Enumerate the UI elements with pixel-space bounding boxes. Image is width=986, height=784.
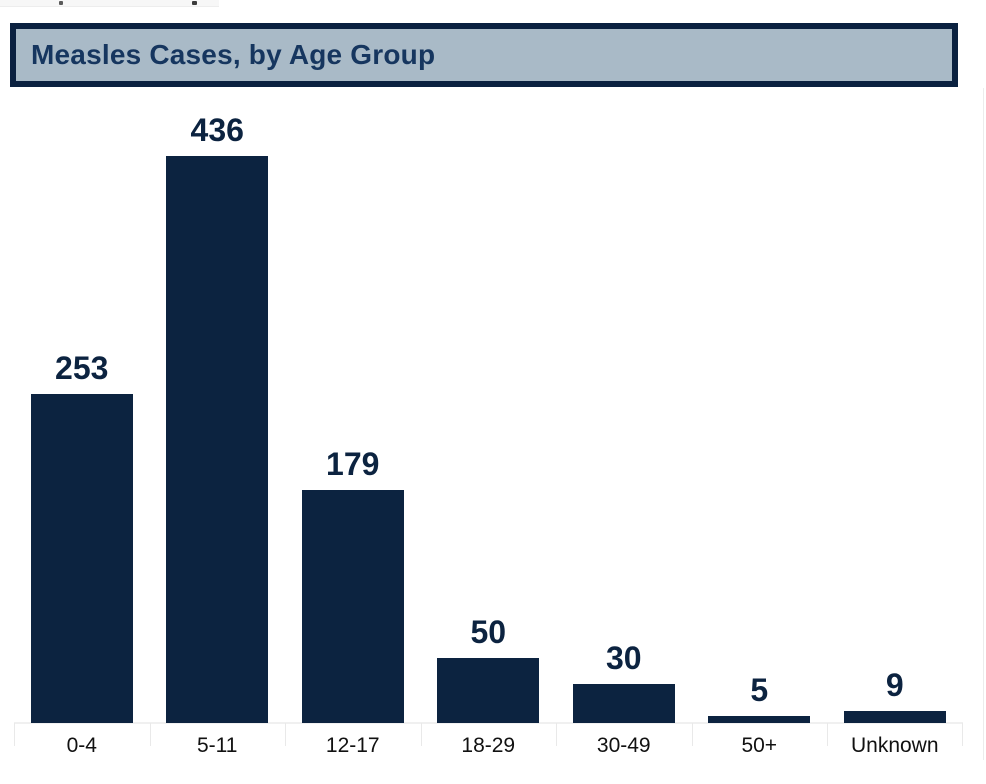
axis-tick bbox=[149, 723, 151, 746]
x-axis-label: 5-11 bbox=[197, 734, 238, 757]
panel-right-border bbox=[983, 88, 984, 760]
x-axis-label: 0-4 bbox=[66, 734, 97, 757]
bar-value-label: 30 bbox=[605, 640, 642, 676]
chart-title: Measles Cases, by Age Group bbox=[31, 39, 436, 70]
bar-column: 9 Unknown bbox=[827, 88, 963, 757]
bar-value-label: 179 bbox=[326, 446, 380, 482]
axis-tick bbox=[14, 723, 15, 746]
bar-value-label: 9 bbox=[885, 667, 904, 703]
cropped-toolbar-remnant bbox=[0, 0, 219, 7]
bar[interactable] bbox=[301, 490, 404, 723]
bar-value-label: 436 bbox=[190, 112, 244, 148]
bar[interactable] bbox=[572, 684, 675, 723]
axis-tick bbox=[556, 723, 557, 746]
bar[interactable] bbox=[708, 716, 811, 723]
bar[interactable] bbox=[437, 658, 540, 723]
cropped-control-icon bbox=[59, 1, 63, 5]
bar-column: 436 5-11 bbox=[149, 88, 286, 757]
bar-chart: 253 0-4 436 5-11 179 12-17 50 18-29 30 30-49 5 50+ 9… bbox=[14, 88, 963, 768]
bar-value-label: 5 bbox=[750, 672, 769, 708]
bar-column: 30 30-49 bbox=[556, 88, 692, 757]
plot-area: 253 0-4 436 5-11 179 12-17 50 18-29 30 30-49 5 50+ 9… bbox=[14, 88, 963, 757]
chart-title-bar: Measles Cases, by Age Group bbox=[10, 23, 958, 87]
bar-value-label: 253 bbox=[55, 350, 109, 386]
bar[interactable] bbox=[30, 394, 133, 723]
bar-column: 50 18-29 bbox=[420, 88, 557, 757]
bar-value-label: 50 bbox=[470, 614, 507, 650]
bar[interactable] bbox=[166, 156, 269, 723]
x-axis-label: 12-17 bbox=[325, 734, 380, 757]
x-axis-label: 30-49 bbox=[596, 734, 651, 757]
bar[interactable] bbox=[843, 711, 946, 723]
axis-tick bbox=[285, 723, 286, 746]
x-axis-label: 18-29 bbox=[461, 734, 516, 757]
bar-column: 253 0-4 bbox=[14, 88, 150, 757]
axis-tick bbox=[827, 723, 828, 746]
cropped-control-icon bbox=[192, 1, 197, 5]
axis-tick bbox=[961, 723, 963, 746]
bar-column: 179 12-17 bbox=[285, 88, 421, 757]
axis-tick bbox=[420, 723, 422, 746]
axis-tick bbox=[691, 723, 693, 746]
x-axis-line bbox=[14, 722, 963, 724]
x-axis-label: 50+ bbox=[741, 734, 778, 757]
bar-column: 5 50+ bbox=[691, 88, 828, 757]
x-axis-label: Unknown bbox=[850, 734, 939, 757]
